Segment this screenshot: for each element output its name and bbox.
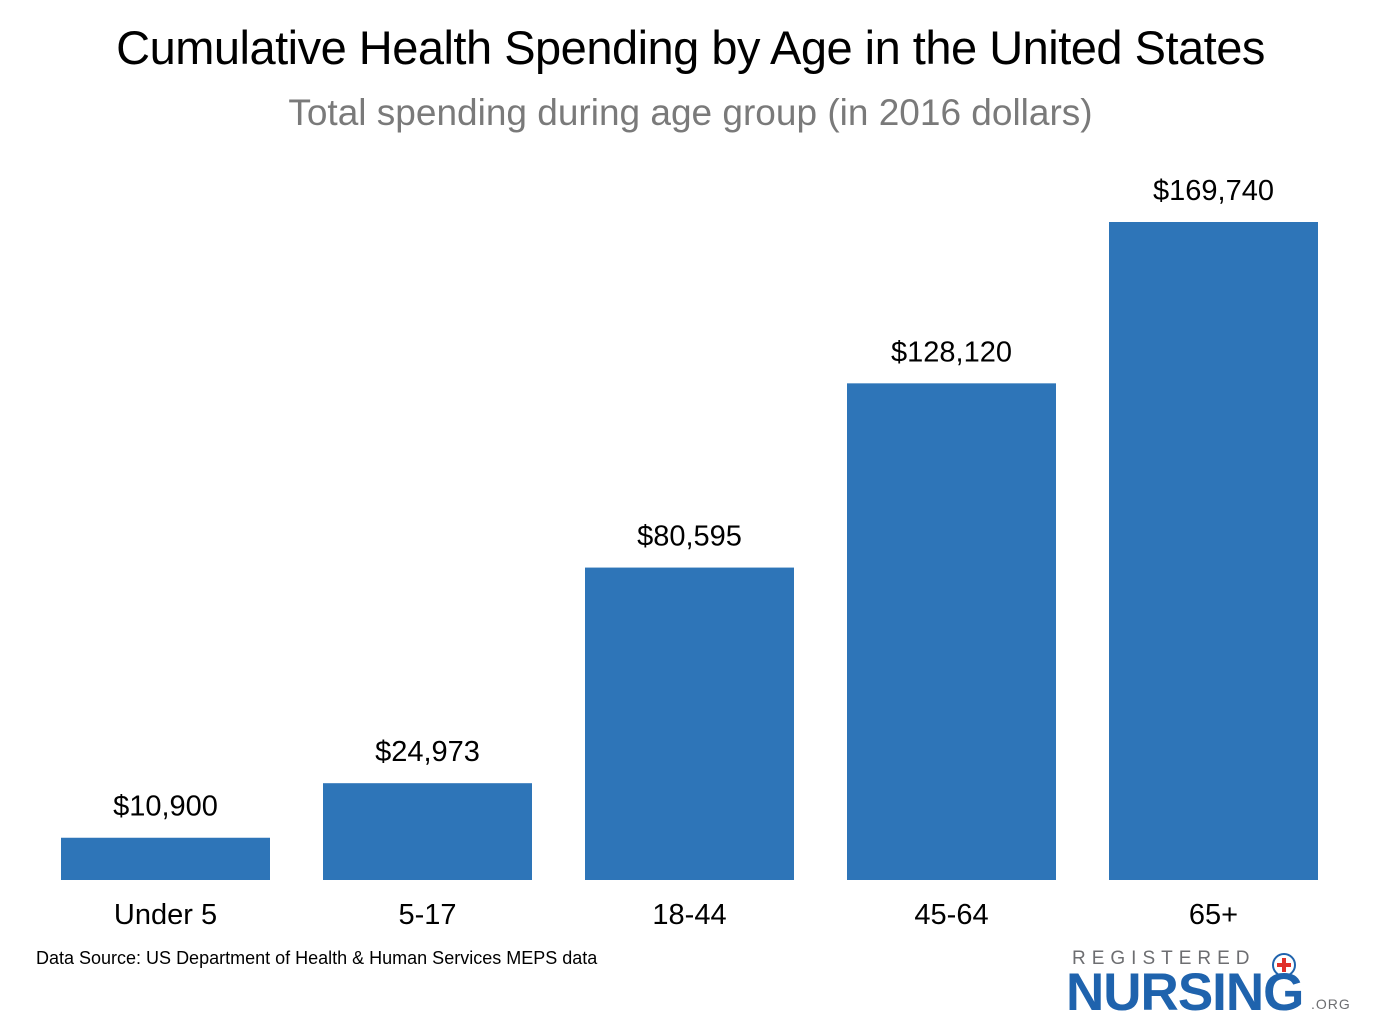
medical-cross-icon <box>1272 953 1296 977</box>
bar-18-44 <box>585 567 794 880</box>
logo-suffix-text: .ORG <box>1311 996 1351 1012</box>
data-label: $80,595 <box>637 521 742 553</box>
x-tick-label: 45-64 <box>914 899 988 931</box>
x-tick-label: 18-44 <box>652 899 726 931</box>
data-label: $10,900 <box>113 791 218 823</box>
bar-45-64 <box>847 383 1056 880</box>
x-tick-label: 5-17 <box>398 899 456 931</box>
bar-5-17 <box>323 783 532 880</box>
bar-65- <box>1109 222 1318 880</box>
logo-main-text: NURSING <box>1066 963 1304 1022</box>
chart-subtitle: Total spending during age group (in 2016… <box>288 92 1093 133</box>
x-tick-label: Under 5 <box>114 899 217 931</box>
data-label: $24,973 <box>375 736 480 768</box>
logo-top-text: REGISTERED <box>1072 948 1256 969</box>
data-label: $169,740 <box>1153 175 1274 207</box>
data-source-note: Data Source: US Department of Health & H… <box>36 948 598 968</box>
registered-nursing-logo: REGISTERED NURSING .ORG <box>1066 948 1356 1020</box>
bar-under-5 <box>61 837 270 880</box>
x-tick-label: 65+ <box>1189 899 1238 931</box>
chart-title: Cumulative Health Spending by Age in the… <box>116 21 1265 74</box>
data-label: $128,120 <box>891 336 1012 368</box>
